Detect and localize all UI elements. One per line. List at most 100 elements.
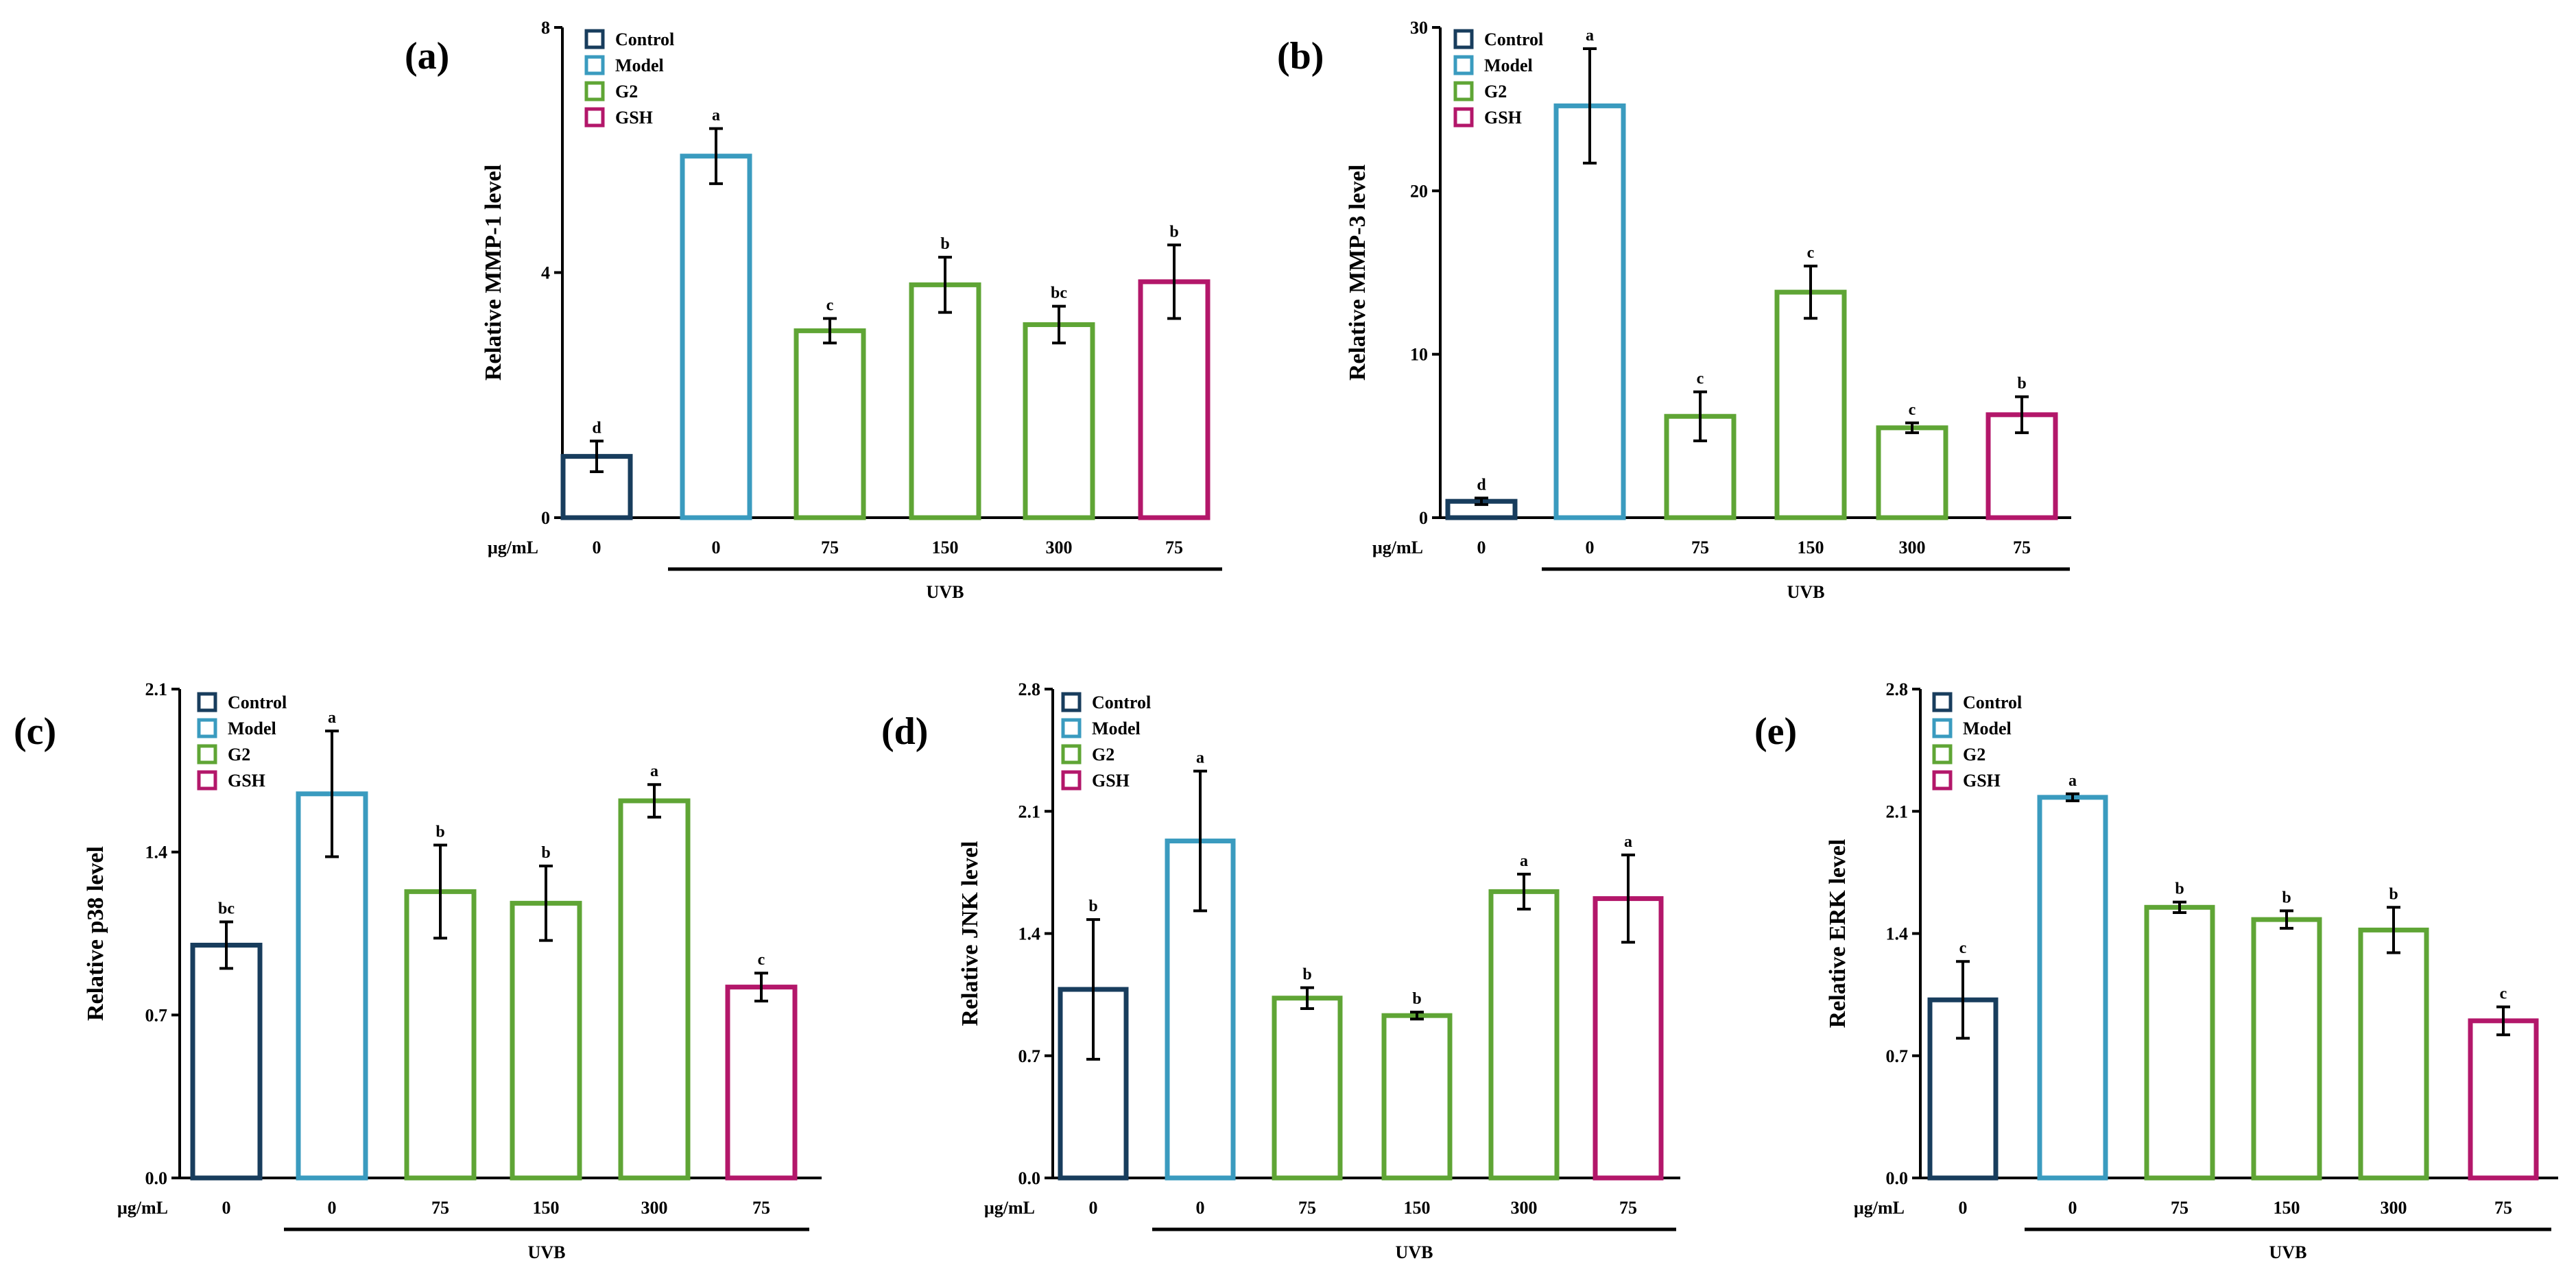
bar — [510, 900, 582, 1181]
significance-letter: a — [328, 709, 336, 727]
y-axis-label: Relative ERK level — [1825, 839, 1850, 1028]
panel-label: (c) — [14, 710, 56, 753]
bar — [2251, 917, 2322, 1181]
legend-label-g2: G2 — [1484, 82, 1507, 101]
x-tick-label: 150 — [533, 1198, 560, 1218]
significance-letter: a — [650, 762, 658, 780]
uvb-label: UVB — [1787, 582, 1825, 602]
legend-swatch-control — [584, 29, 605, 49]
y-tick-label: 0 — [541, 508, 550, 528]
significance-letter: a — [1196, 749, 1204, 767]
y-axis-label: Relative MMP-1 level — [481, 165, 506, 381]
unit-label: μg/mL — [488, 538, 538, 557]
legend-swatch-model — [584, 55, 605, 75]
y-tick-label: 2.1 — [145, 679, 168, 699]
bar — [1488, 889, 1560, 1181]
legend-label-control: Control — [1963, 693, 2022, 712]
legend-swatch-gsh — [584, 107, 605, 128]
y-tick-label: 0 — [1419, 508, 1428, 528]
x-tick-label: 75 — [2171, 1198, 2189, 1218]
legend-label-gsh: GSH — [1963, 771, 2001, 791]
y-axis-label: Relative MMP-3 level — [1345, 165, 1370, 381]
significance-letter: c — [758, 951, 765, 969]
significance-letter: b — [1412, 990, 1421, 1008]
unit-label: μg/mL — [984, 1198, 1035, 1218]
legend-swatch-gsh — [1453, 107, 1474, 128]
x-tick-label: 0 — [222, 1198, 231, 1218]
bar — [1774, 289, 1847, 520]
significance-letter: bc — [218, 900, 235, 918]
significance-letter: d — [1477, 476, 1486, 494]
significance-letter: b — [1302, 965, 1311, 983]
y-tick-label: 1.4 — [1886, 924, 1909, 944]
x-tick-label: 75 — [1691, 538, 1709, 557]
bar — [2358, 927, 2429, 1181]
x-tick-label: 300 — [641, 1198, 668, 1218]
significance-letter: a — [2068, 772, 2077, 790]
unit-label: μg/mL — [1372, 538, 1423, 557]
x-tick-label: 75 — [821, 538, 839, 557]
bar — [1058, 987, 1129, 1181]
chart-panel-b: (b) 0 10 20 30 Relative MMP-3 level Control Mod… — [1277, 18, 2071, 602]
legend-label-model: Model — [1092, 719, 1141, 738]
legend-swatch-model — [197, 718, 217, 738]
y-tick-label: 2.8 — [1886, 679, 1909, 699]
y-tick-label: 4 — [541, 263, 550, 283]
bar — [1272, 996, 1343, 1181]
legend-swatch-g2 — [1932, 744, 1953, 765]
legend-label-model: Model — [615, 56, 664, 75]
legend-label-g2: G2 — [1963, 745, 1985, 765]
legend-swatch-g2 — [584, 81, 605, 101]
x-tick-label: 150 — [1798, 538, 1824, 557]
x-tick-label: 0 — [328, 1198, 337, 1218]
x-tick-label: 75 — [2013, 538, 2031, 557]
panel-label: (a) — [405, 35, 449, 77]
legend-swatch-control — [1453, 29, 1474, 49]
x-tick-label: 300 — [1899, 538, 1926, 557]
bar — [794, 328, 866, 520]
uvb-label: UVB — [927, 582, 964, 602]
significance-letter: b — [1088, 898, 1097, 915]
y-axis-label: Relative JNK level — [957, 841, 983, 1026]
significance-letter: b — [2389, 885, 2398, 903]
significance-letter: b — [541, 844, 550, 862]
x-tick-label: 150 — [932, 538, 959, 557]
x-tick-label: 0 — [2068, 1198, 2077, 1218]
uvb-label: UVB — [2269, 1242, 2307, 1262]
legend-label-g2: G2 — [615, 82, 638, 101]
x-tick-label: 300 — [1511, 1198, 1538, 1218]
significance-letter: c — [2500, 985, 2507, 1002]
x-tick-label: 75 — [431, 1198, 449, 1218]
significance-letter: c — [1807, 244, 1815, 262]
legend-swatch-g2 — [1061, 744, 1082, 765]
x-tick-label: 300 — [1046, 538, 1073, 557]
y-tick-label: 30 — [1410, 18, 1428, 38]
legend-label-model: Model — [1484, 56, 1533, 75]
significance-letter: b — [2175, 880, 2184, 898]
y-tick-label: 20 — [1410, 181, 1428, 201]
legend-label-g2: G2 — [1092, 745, 1114, 765]
chart-panel-d: (d) 0.0 0.7 1.4 2.1 2.8 Relative JNK level Cont… — [881, 679, 1680, 1262]
y-tick-label: 0.0 — [145, 1168, 168, 1188]
uvb-label: UVB — [1396, 1242, 1433, 1262]
x-tick-label: 150 — [1404, 1198, 1431, 1218]
bar — [2468, 1018, 2539, 1181]
y-tick-label: 0.7 — [145, 1005, 168, 1025]
legend-swatch-gsh — [1061, 770, 1082, 791]
bar — [2144, 904, 2215, 1181]
significance-letter: d — [592, 419, 601, 437]
x-tick-label: 75 — [1298, 1198, 1316, 1218]
x-tick-label: 75 — [752, 1198, 770, 1218]
significance-letter: b — [1169, 223, 1178, 241]
legend-label-control: Control — [1484, 29, 1543, 49]
bar — [680, 154, 752, 520]
significance-letter: a — [712, 106, 720, 124]
x-tick-label: 0 — [1196, 1198, 1205, 1218]
legend-label-g2: G2 — [228, 745, 250, 765]
bar — [1927, 997, 1999, 1181]
bar — [1138, 279, 1211, 520]
x-tick-label: 75 — [2494, 1198, 2512, 1218]
x-tick-label: 75 — [1619, 1198, 1637, 1218]
y-tick-label: 0.0 — [1018, 1168, 1041, 1188]
significance-letter: b — [2282, 889, 2291, 906]
